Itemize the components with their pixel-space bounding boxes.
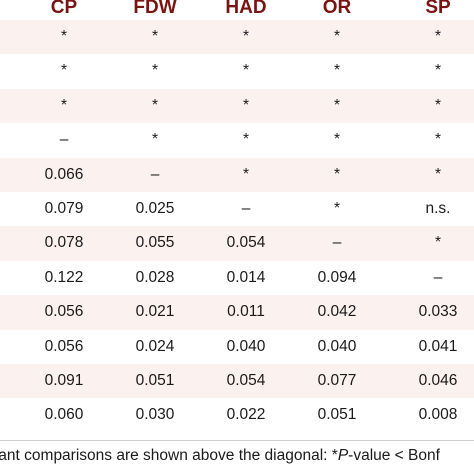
column-header-fdw: FDW (133, 0, 177, 18)
table-cell: 0.060 (44, 406, 84, 424)
table-row: 0.060 0.030 0.022 0.051 0.008 (0, 398, 474, 432)
table-footnote: tant comparisons are shown above the dia… (0, 440, 474, 475)
table-cell: * (151, 62, 159, 80)
table-cell: * (242, 28, 250, 45)
table-cell: * (151, 131, 159, 149)
table-cell: * (60, 96, 68, 114)
table-cell: * (333, 62, 341, 80)
table-cell: 0.055 (135, 234, 175, 252)
table-cell: 0.022 (226, 406, 266, 424)
table-cell: * (60, 62, 68, 80)
table-row: – * * * * (0, 123, 474, 157)
table-cell: 0.030 (135, 406, 175, 424)
table-cell: * (434, 165, 442, 183)
table-cell: * (333, 131, 341, 149)
table-cell: * (434, 131, 442, 149)
table-cell: * (333, 199, 341, 217)
column-header-cp: CP (50, 0, 78, 18)
table-cell: 0.041 (418, 337, 458, 355)
footnote-prefix: tant comparisons are shown above the dia… (0, 447, 338, 464)
table-cell: – (241, 199, 251, 217)
table-cell: 0.046 (418, 371, 458, 389)
table-row: * * * * * (0, 88, 474, 124)
footnote-italic: P (337, 447, 349, 464)
table-row: * * * * * (0, 54, 474, 88)
table-cell: 0.011 (227, 303, 265, 321)
table-cell: * (434, 28, 442, 45)
table-cell: * (434, 62, 442, 80)
table-cell: 0.122 (44, 268, 84, 286)
table-cell: 0.014 (226, 268, 266, 286)
table-cell: 0.040 (317, 337, 357, 355)
table-row: 0.122 0.028 0.014 0.094 – (0, 261, 474, 295)
table-cell: 0.094 (317, 268, 357, 286)
table-row: 0.056 0.024 0.040 0.040 0.041 (0, 330, 474, 364)
table-cell: 0.056 (44, 303, 84, 321)
table-cell: 0.051 (135, 371, 175, 389)
table-body: * * * * * * * * * * * * * * * – * * * * 0.066 – * * * 0.079 0.025 –… (0, 20, 474, 433)
table-cell: * (60, 28, 68, 45)
table-header-row: CP FDW HAD OR SP (0, 0, 474, 20)
table-cell: 0.008 (418, 406, 458, 424)
table-cell: * (434, 234, 442, 252)
table-cell: * (242, 165, 250, 183)
table-cell: 0.054 (226, 234, 266, 252)
table-cell: 0.021 (135, 303, 175, 321)
table-cell: – (59, 131, 69, 149)
column-header-or: OR (322, 0, 352, 18)
table-cell: 0.056 (44, 337, 84, 355)
table-cell: – (433, 268, 443, 286)
table-cell: 0.024 (135, 337, 175, 355)
table-cell: 0.077 (317, 371, 357, 389)
table-cell: * (242, 131, 250, 149)
table-row: 0.066 – * * * (0, 157, 474, 192)
table-cell: * (151, 96, 159, 114)
table-cell: – (150, 165, 160, 183)
comparison-table: CP FDW HAD OR SP * * * * * * * * * * * * * * * – * * * * 0.066– *… (0, 0, 474, 433)
table-cell: – (332, 234, 342, 252)
table-row: 0.078 0.055 0.054 – * (0, 226, 474, 261)
table-cell: 0.025 (135, 199, 175, 217)
table-row: 0.079 0.025 – * n.s. (0, 192, 474, 226)
table-cell: 0.078 (44, 234, 84, 252)
footnote-suffix: -value < Bonf (348, 447, 440, 464)
table-cell: * (333, 28, 341, 45)
column-header-sp: SP (425, 0, 451, 18)
table-cell: * (434, 96, 442, 114)
table-cell: 0.042 (317, 303, 357, 321)
table-cell: n.s. (425, 199, 451, 217)
table-cell: 0.028 (135, 268, 175, 286)
table-cell: 0.079 (44, 199, 84, 217)
table-cell: 0.033 (418, 303, 458, 321)
table-cell: * (151, 28, 159, 45)
table-row: 0.091 0.051 0.054 0.077 0.046 (0, 363, 474, 399)
table-cell: 0.091 (44, 371, 84, 389)
table-row: 0.056 0.021 0.011 0.042 0.033 (0, 295, 474, 330)
table-cell: * (242, 96, 250, 114)
column-header-had: HAD (225, 0, 267, 18)
table-row: * * * * * (0, 20, 474, 55)
table-cell: * (242, 62, 250, 80)
table-cell: * (333, 96, 341, 114)
table-cell: 0.051 (317, 406, 357, 424)
table-cell: 0.054 (226, 371, 266, 389)
table-cell: 0.066 (44, 165, 84, 183)
table-cell: * (333, 165, 341, 183)
table-cell: 0.040 (226, 337, 266, 355)
